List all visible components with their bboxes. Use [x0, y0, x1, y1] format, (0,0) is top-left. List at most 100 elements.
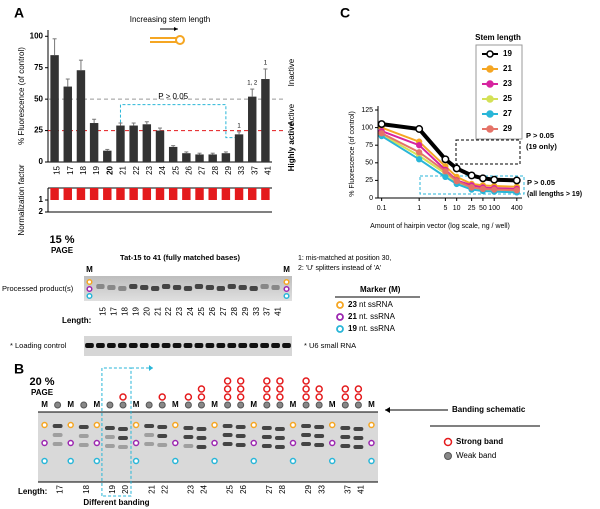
loading-band [194, 343, 204, 348]
band [261, 426, 272, 430]
weak-band-icon [315, 401, 323, 409]
hairpin-icon [175, 35, 185, 45]
marker-dot [211, 457, 218, 465]
weak-band-icon [302, 401, 310, 409]
weak-band-icon [237, 401, 245, 409]
marker-lane-label: M [250, 400, 257, 409]
marker-lane-label: M [133, 400, 140, 409]
marker-lane-label: M [368, 400, 375, 409]
arrow [149, 365, 153, 371]
marker-dot [41, 439, 48, 447]
strong-band-icon [302, 377, 310, 385]
band [157, 434, 168, 438]
band [222, 424, 233, 428]
x-tick-label: 19 [92, 165, 101, 174]
marker-dot [289, 457, 297, 465]
annotation: Different banding [83, 498, 149, 507]
product-band [118, 286, 127, 291]
x-tick-label: 26 [184, 165, 193, 174]
marker-dot [368, 421, 375, 429]
point [415, 125, 424, 133]
band [222, 433, 233, 437]
loading-band [172, 343, 182, 348]
x-tick-label: 27 [198, 165, 207, 174]
lane-label: 26 [208, 306, 217, 315]
marker-dot [328, 421, 336, 429]
loading-band [106, 343, 116, 348]
x-tick-label: 21 [119, 165, 128, 174]
x-tick-label: 24 [158, 165, 167, 174]
gel [38, 412, 378, 482]
band [274, 436, 285, 440]
lane-label: 27 [265, 484, 274, 493]
product-band [107, 285, 116, 290]
bar-note: 1 [264, 61, 268, 67]
marker-dot [250, 439, 258, 447]
reference-label: Highly active [287, 121, 296, 171]
bar [195, 154, 204, 162]
bar [261, 79, 270, 162]
lane-label: 37 [343, 484, 352, 493]
marker-lane-label: M [211, 400, 218, 409]
y-axis-label: % Fluorescence (of control) [349, 111, 356, 197]
x-tick-label: 50 [479, 205, 487, 212]
strong-band-icon [263, 385, 271, 393]
marker-dot [368, 457, 375, 465]
marker-dot [368, 439, 375, 447]
band [183, 435, 194, 439]
product-band [172, 285, 182, 290]
band [104, 426, 115, 430]
bar [103, 150, 112, 162]
product-band [150, 286, 160, 291]
strong-band-icon [276, 385, 284, 393]
legend-label: nt. ssRNA [359, 324, 396, 333]
marker-dot [86, 292, 93, 300]
marker-lane-label: M [172, 400, 179, 409]
y-tick-label: 0 [369, 195, 373, 202]
x-tick-label: 37 [250, 165, 259, 174]
strong-band-icon [276, 393, 284, 401]
band [353, 445, 364, 449]
legend-label: nt. ssRNA [359, 312, 396, 321]
band [340, 444, 351, 448]
weak-band-icon [158, 401, 166, 409]
lane-label: 17 [56, 484, 65, 493]
loading-band [117, 343, 127, 348]
marker-dot [41, 421, 48, 429]
y-tick-label: 125 [361, 107, 373, 114]
point [467, 171, 476, 180]
marker-dot [250, 421, 258, 429]
marker-dot [283, 278, 290, 286]
marker-dot [283, 285, 290, 293]
gel-type: PAGE [31, 388, 54, 397]
loading-band [260, 343, 270, 348]
reference-label: Active [287, 103, 296, 125]
y-tick-label: 100 [361, 124, 373, 131]
bar [116, 188, 125, 200]
annotation: P > 0.05 [527, 178, 555, 187]
lane-label: 29 [304, 484, 313, 493]
legend-swatch [486, 80, 494, 88]
marker-dot [336, 325, 344, 333]
bar [182, 153, 191, 162]
weak-band-icon [106, 401, 114, 409]
strong-band-icon [354, 385, 363, 393]
gel-percent: 15 % [49, 234, 74, 246]
loading-band [139, 343, 149, 348]
strong-band-icon [197, 385, 206, 393]
marker-dot [211, 439, 218, 447]
band [261, 444, 272, 448]
legend-label: Weak band [456, 451, 496, 460]
strong-band-icon [315, 385, 323, 393]
marker-lane-label: M [67, 400, 74, 409]
band [78, 443, 89, 447]
loading-band [282, 343, 291, 348]
weak-band-icon [354, 401, 362, 409]
gel-label: * Loading control [10, 341, 67, 350]
highlight-box [101, 367, 153, 497]
y-tick-label: 2 [39, 207, 44, 216]
lane-label: 19 [108, 484, 117, 493]
x-tick-label: 28 [211, 165, 220, 174]
weak-band-icon [276, 401, 284, 409]
